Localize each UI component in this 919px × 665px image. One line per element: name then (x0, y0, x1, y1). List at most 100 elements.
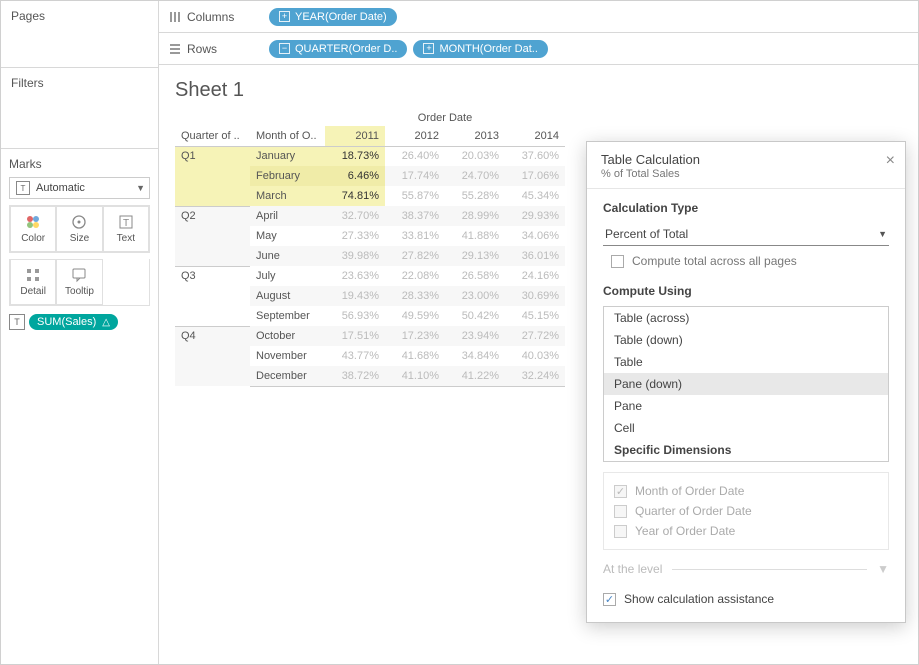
value-cell[interactable]: 37.60% (505, 146, 565, 166)
value-cell[interactable]: 6.46% (325, 166, 385, 186)
value-cell[interactable]: 45.15% (505, 306, 565, 326)
marks-text-button[interactable]: T Text (103, 206, 149, 252)
show-assist-checkbox[interactable]: Show calculation assistance (603, 592, 889, 606)
value-cell[interactable]: 18.73% (325, 146, 385, 166)
sum-sales-pill[interactable]: SUM(Sales) △ (29, 314, 118, 330)
value-cell[interactable]: 39.98% (325, 246, 385, 266)
month-pill[interactable]: +MONTH(Order Dat.. (413, 40, 547, 58)
marks-type-dropdown[interactable]: T Automatic ▼ (9, 177, 150, 199)
value-cell[interactable]: 28.99% (445, 206, 505, 226)
dimension-row[interactable]: Month of Order Date (614, 481, 878, 501)
dimension-row[interactable]: Year of Order Date (614, 521, 878, 541)
value-cell[interactable]: 20.03% (445, 146, 505, 166)
compute-using-option[interactable]: Table (604, 351, 888, 373)
value-cell[interactable]: 41.10% (385, 366, 445, 386)
value-cell[interactable]: 27.33% (325, 226, 385, 246)
value-cell[interactable]: 74.81% (325, 186, 385, 206)
value-cell[interactable]: 23.00% (445, 286, 505, 306)
value-cell[interactable]: 29.93% (505, 206, 565, 226)
value-cell[interactable]: 19.43% (325, 286, 385, 306)
month-cell[interactable]: July (250, 266, 325, 286)
value-cell[interactable]: 38.37% (385, 206, 445, 226)
compute-using-option[interactable]: Pane (604, 395, 888, 417)
value-cell[interactable]: 33.81% (385, 226, 445, 246)
value-cell[interactable]: 17.74% (385, 166, 445, 186)
month-cell[interactable]: September (250, 306, 325, 326)
quarter-pill[interactable]: −QUARTER(Order D.. (269, 40, 407, 58)
value-cell[interactable]: 26.40% (385, 146, 445, 166)
year-header[interactable]: 2014 (505, 126, 565, 146)
month-cell[interactable]: August (250, 286, 325, 306)
value-cell[interactable]: 17.51% (325, 326, 385, 346)
compute-using-option[interactable]: Specific Dimensions (604, 439, 888, 461)
marks-size-button[interactable]: Size (56, 206, 102, 252)
value-cell[interactable]: 36.01% (505, 246, 565, 266)
value-cell[interactable]: 55.87% (385, 186, 445, 206)
year-header[interactable]: 2011 (325, 126, 385, 146)
value-cell[interactable]: 22.08% (385, 266, 445, 286)
value-cell[interactable]: 17.06% (505, 166, 565, 186)
value-cell[interactable]: 28.33% (385, 286, 445, 306)
value-cell[interactable]: 29.13% (445, 246, 505, 266)
value-cell[interactable]: 27.82% (385, 246, 445, 266)
value-cell[interactable]: 27.72% (505, 326, 565, 346)
compute-all-pages-checkbox[interactable]: Compute total across all pages (611, 254, 889, 268)
month-cell[interactable]: January (250, 146, 325, 166)
quarter-cell[interactable]: Q3 (175, 266, 250, 326)
quarter-cell[interactable]: Q4 (175, 326, 250, 386)
calc-type-dropdown[interactable]: Percent of Total ▼ (603, 223, 889, 246)
month-cell[interactable]: March (250, 186, 325, 206)
value-cell[interactable]: 56.93% (325, 306, 385, 326)
value-cell[interactable]: 34.06% (505, 226, 565, 246)
value-cell[interactable]: 55.28% (445, 186, 505, 206)
dimension-row[interactable]: Quarter of Order Date (614, 501, 878, 521)
month-cell[interactable]: December (250, 366, 325, 386)
month-cell[interactable]: April (250, 206, 325, 226)
sheet-title[interactable]: Sheet 1 (175, 79, 902, 102)
value-cell[interactable]: 38.72% (325, 366, 385, 386)
value-cell[interactable]: 41.22% (445, 366, 505, 386)
value-cell[interactable]: 43.77% (325, 346, 385, 366)
close-icon[interactable]: × (886, 152, 895, 170)
month-cell[interactable]: October (250, 326, 325, 346)
month-cell[interactable]: November (250, 346, 325, 366)
value-cell[interactable]: 34.84% (445, 346, 505, 366)
value-cell[interactable]: 30.69% (505, 286, 565, 306)
compute-using-option[interactable]: Table (across) (604, 307, 888, 329)
compute-using-option[interactable]: Table (down) (604, 329, 888, 351)
marks-tooltip-button[interactable]: Tooltip (56, 259, 102, 305)
month-cell[interactable]: May (250, 226, 325, 246)
value-cell[interactable]: 24.70% (445, 166, 505, 186)
year-pill[interactable]: +YEAR(Order Date) (269, 8, 397, 26)
month-cell[interactable]: June (250, 246, 325, 266)
value-cell[interactable]: 23.63% (325, 266, 385, 286)
year-header[interactable]: 2013 (445, 126, 505, 146)
columns-shelf[interactable]: Columns +YEAR(Order Date) (159, 1, 918, 33)
value-cell[interactable]: 17.23% (385, 326, 445, 346)
compute-using-option[interactable]: Pane (down) (604, 373, 888, 395)
month-cell[interactable]: February (250, 166, 325, 186)
value-cell[interactable]: 45.34% (505, 186, 565, 206)
quarter-header[interactable]: Quarter of .. (175, 126, 250, 146)
expand-icon: + (279, 11, 290, 22)
text-type-icon: T (16, 181, 30, 195)
compute-using-option[interactable]: Cell (604, 417, 888, 439)
value-cell[interactable]: 32.70% (325, 206, 385, 226)
value-cell[interactable]: 32.24% (505, 366, 565, 386)
rows-shelf[interactable]: Rows −QUARTER(Order D.. +MONTH(Order Dat… (159, 33, 918, 65)
value-cell[interactable]: 41.88% (445, 226, 505, 246)
value-cell[interactable]: 40.03% (505, 346, 565, 366)
year-header[interactable]: 2012 (385, 126, 445, 146)
value-cell[interactable]: 23.94% (445, 326, 505, 346)
value-cell[interactable]: 50.42% (445, 306, 505, 326)
month-header[interactable]: Month of O.. (250, 126, 325, 146)
value-cell[interactable]: 24.16% (505, 266, 565, 286)
marks-detail-button[interactable]: Detail (10, 259, 56, 305)
quarter-cell[interactable]: Q1 (175, 146, 250, 206)
compute-using-listbox[interactable]: Table (across)Table (down)TablePane (dow… (603, 306, 889, 462)
value-cell[interactable]: 49.59% (385, 306, 445, 326)
quarter-cell[interactable]: Q2 (175, 206, 250, 266)
value-cell[interactable]: 41.68% (385, 346, 445, 366)
value-cell[interactable]: 26.58% (445, 266, 505, 286)
marks-color-button[interactable]: Color (10, 206, 56, 252)
